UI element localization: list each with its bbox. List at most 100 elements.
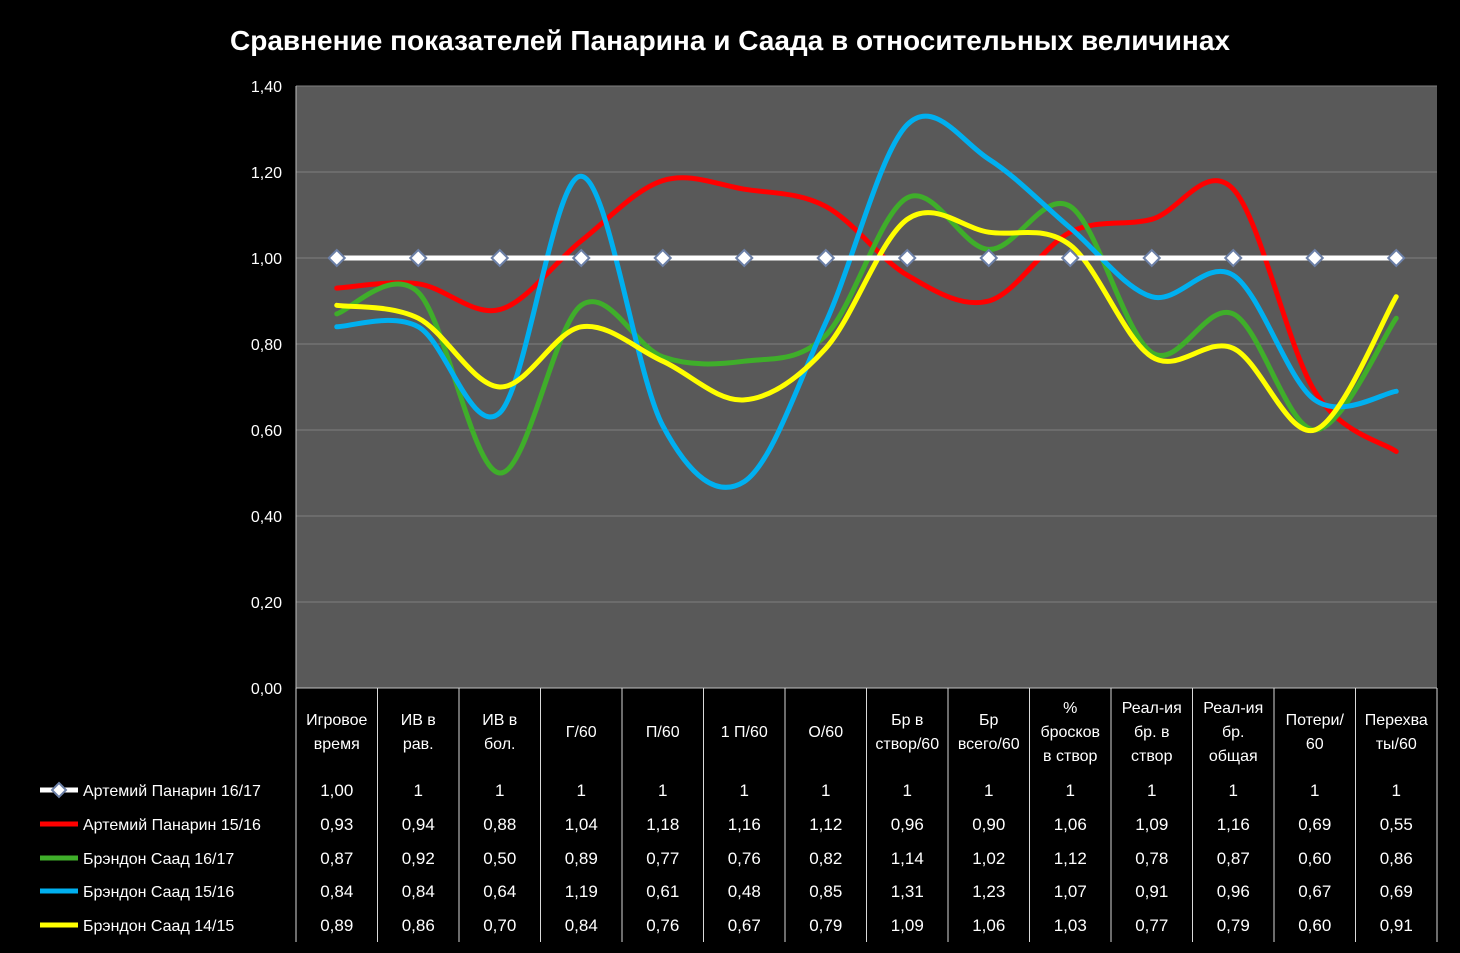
series-0-point	[1060, 248, 1080, 268]
y-tick-label: 0,40	[251, 509, 282, 526]
table-cell: 0,69	[1298, 815, 1331, 834]
category-label: Реал-ия	[1122, 700, 1182, 717]
category-label: время	[314, 736, 360, 753]
table-cell: 0,82	[809, 849, 842, 868]
table-cell: 0,70	[483, 916, 516, 935]
series-4-line	[334, 210, 1399, 433]
table-cell: 0,67	[1298, 882, 1331, 901]
table-cell: 1,00	[320, 781, 353, 800]
y-tick-label: 0,80	[251, 337, 282, 354]
table-cell: 1	[903, 781, 912, 800]
table-cell: 0,79	[1217, 916, 1250, 935]
table-cell: 0,91	[1380, 916, 1413, 935]
table-cell: 1,18	[646, 815, 679, 834]
series-1-line	[334, 175, 1399, 454]
category-label: 1 П/60	[721, 724, 768, 741]
table-cell: 1	[984, 781, 993, 800]
table-cell: 1	[658, 781, 667, 800]
series-0-point	[1223, 248, 1243, 268]
table-cell: 1	[1066, 781, 1075, 800]
y-tick-label: 1,00	[251, 251, 282, 268]
table-cell: 0,90	[972, 815, 1005, 834]
y-tick-label: 0,00	[251, 681, 282, 698]
legend-label: Брэндон Саад 15/16	[83, 884, 234, 901]
table-cell: 1,09	[891, 916, 924, 935]
table-cell: 0,78	[1135, 849, 1168, 868]
table-cell: 1,07	[1054, 882, 1087, 901]
table-cell: 1,12	[1054, 849, 1087, 868]
table-cell: 0,89	[565, 849, 598, 868]
table-cell: 0,87	[1217, 849, 1250, 868]
series-3-line	[334, 113, 1399, 490]
table-cell: 1,14	[891, 849, 924, 868]
table-cell: 0,77	[646, 849, 679, 868]
series-0-point	[1142, 248, 1162, 268]
series-0-point	[571, 248, 591, 268]
plot-area	[296, 86, 1437, 688]
category-label: Игровое	[306, 712, 367, 729]
y-tick-label: 0,20	[251, 595, 282, 612]
table-cell: 1,16	[1217, 815, 1250, 834]
table-cell: 1	[577, 781, 586, 800]
table-cell: 1,16	[728, 815, 761, 834]
table-cell: 1	[495, 781, 504, 800]
table-cell: 1	[1229, 781, 1238, 800]
table-cell: 0,93	[320, 815, 353, 834]
legend-label: Артемий Панарин 16/17	[83, 783, 261, 800]
table-cell: 1,09	[1135, 815, 1168, 834]
table-cell: 0,79	[809, 916, 842, 935]
table-cell: 0,69	[1380, 882, 1413, 901]
table-cell: 1,23	[972, 882, 1005, 901]
table-cell: 0,86	[402, 916, 435, 935]
table-cell: 0,60	[1298, 916, 1331, 935]
category-label: в створ	[1043, 748, 1097, 765]
table-cell: 0,84	[402, 882, 435, 901]
category-label: рав.	[403, 736, 434, 753]
category-label: створ	[1131, 748, 1173, 765]
series-0-point	[327, 248, 347, 268]
table-cell: 0,88	[483, 815, 516, 834]
table-cell: 1	[414, 781, 423, 800]
table-cell: 0,48	[728, 882, 761, 901]
table-cell: 1	[1310, 781, 1319, 800]
table-cell: 0,76	[646, 916, 679, 935]
table-cell: 0,96	[891, 815, 924, 834]
table-cell: 0,76	[728, 849, 761, 868]
table-cell: 0,86	[1380, 849, 1413, 868]
category-label: О/60	[808, 724, 843, 741]
series-0-point	[490, 248, 510, 268]
series-0-point	[1386, 248, 1406, 268]
table-cell: 1	[740, 781, 749, 800]
y-tick-label: 0,60	[251, 423, 282, 440]
table-cell: 0,60	[1298, 849, 1331, 868]
category-label: Реал-ия	[1203, 700, 1263, 717]
table-cell: 0,85	[809, 882, 842, 901]
table-cell: 1,31	[891, 882, 924, 901]
table-cell: 1,06	[1054, 815, 1087, 834]
table-cell: 1,12	[809, 815, 842, 834]
table-cell: 0,55	[1380, 815, 1413, 834]
table-cell: 1,06	[972, 916, 1005, 935]
category-label: створ/60	[875, 736, 939, 753]
table-cell: 0,91	[1135, 882, 1168, 901]
series-2-line	[334, 193, 1399, 476]
category-label: бросков	[1040, 724, 1100, 741]
table-cell: 0,94	[402, 815, 435, 834]
y-tick-label: 1,40	[251, 79, 282, 96]
table-cell: 1,03	[1054, 916, 1087, 935]
category-label: Г/60	[566, 724, 597, 741]
category-label: Бр в	[891, 712, 923, 729]
series-0-point	[408, 248, 428, 268]
y-tick-label: 1,20	[251, 165, 282, 182]
table-cell: 0,92	[402, 849, 435, 868]
table-cell: 0,64	[483, 882, 516, 901]
data-table: Игровое время ИВ в рав. ИВ в бол. Г/60 П/60 1 П/…	[40, 688, 1438, 942]
table-cell: 1	[821, 781, 830, 800]
table-cell: 0,96	[1217, 882, 1250, 901]
table-cell: 0,50	[483, 849, 516, 868]
table-cell: 1,04	[565, 815, 598, 834]
category-label: %	[1063, 700, 1077, 717]
y-axis-ticks: 0,00 0,20 0,40 0,60 0,80 1,00 1,20 1,40	[251, 79, 282, 698]
table-cell: 0,87	[320, 849, 353, 868]
